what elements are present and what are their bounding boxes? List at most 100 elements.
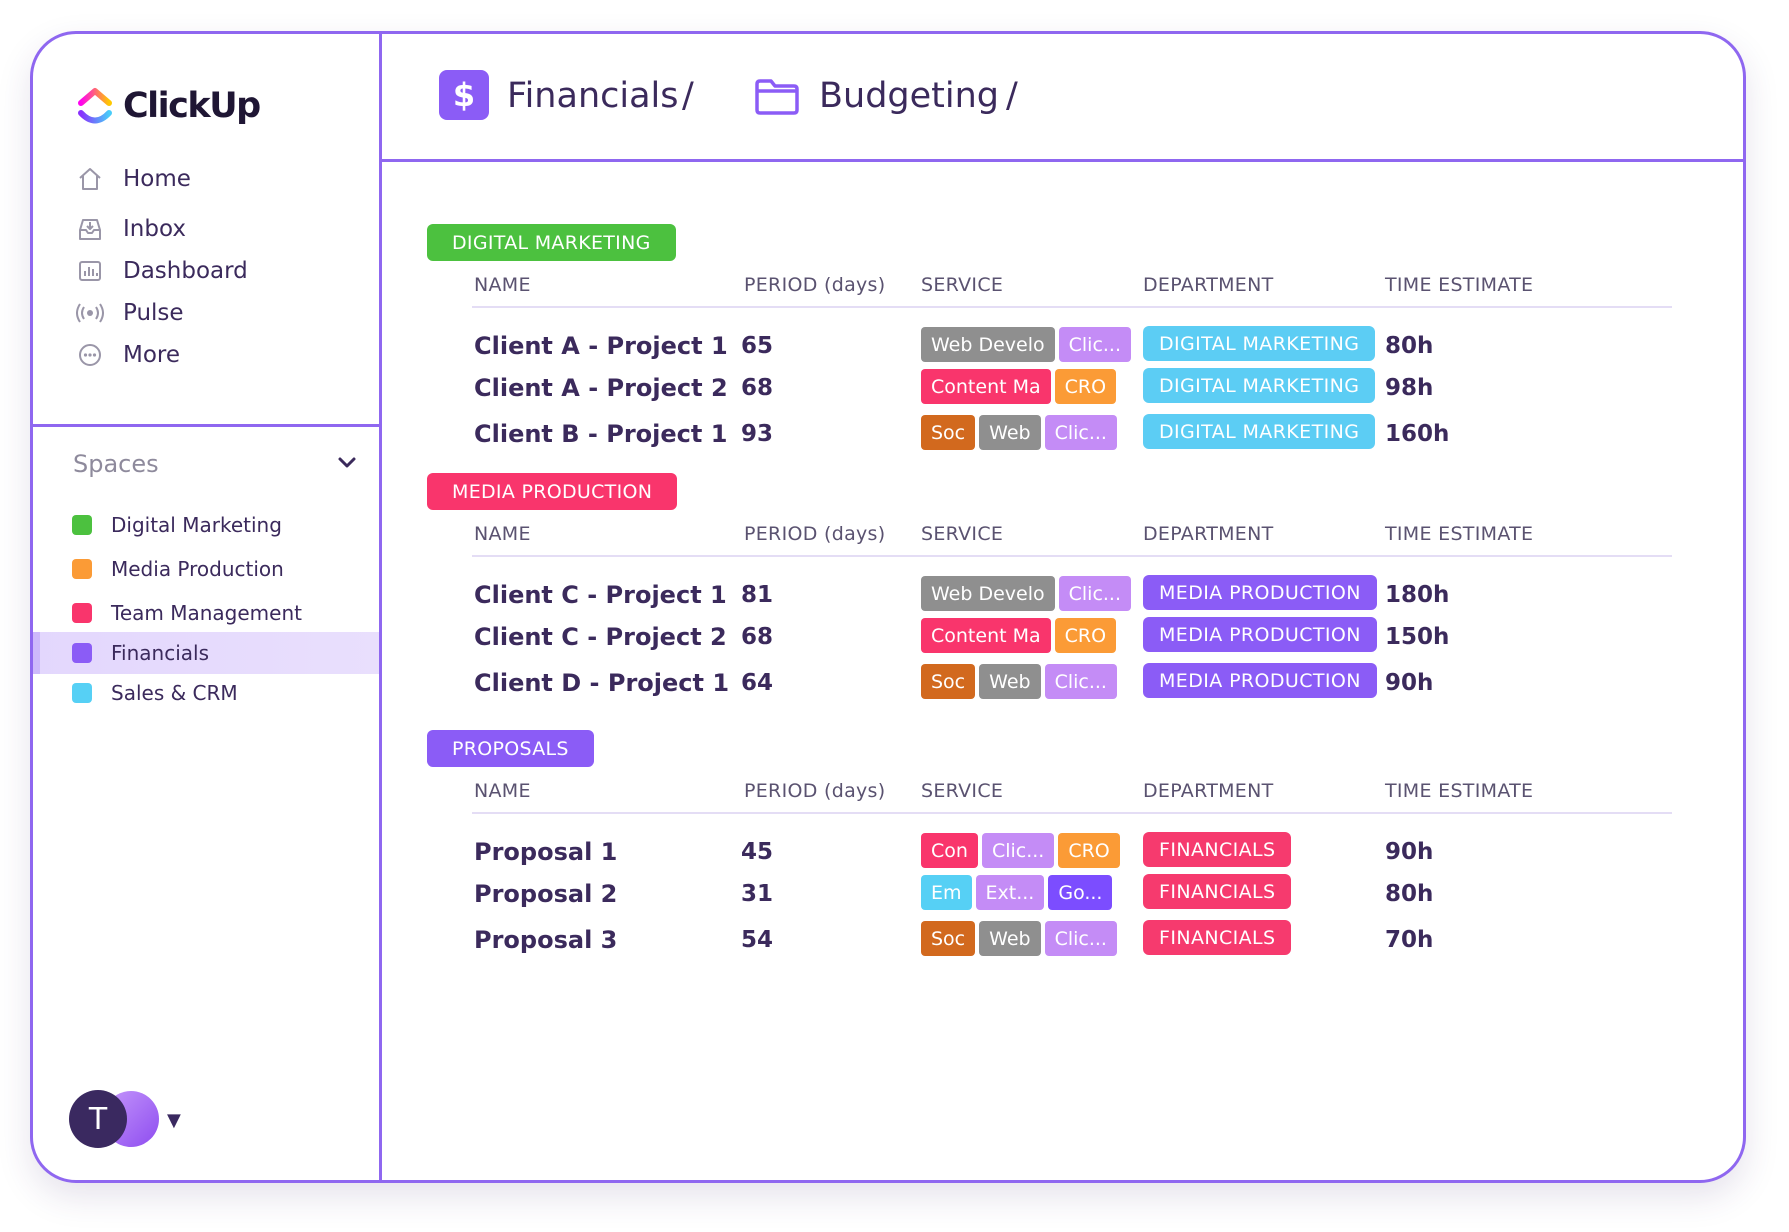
nav-item-inbox[interactable]: Inbox [75, 209, 355, 249]
column-header-department[interactable]: DEPARTMENT [1143, 523, 1274, 545]
period-value: 93 [741, 421, 774, 447]
spaces-header[interactable]: Spaces [73, 444, 357, 484]
nav-label-inbox: Inbox [123, 216, 186, 242]
caret-down-icon[interactable]: ▼ [167, 1110, 181, 1131]
department-badge[interactable]: DIGITAL MARKETING [1143, 326, 1376, 361]
task-name[interactable]: Proposal 3 [474, 926, 618, 954]
service-tags: Web Develo Clic... [921, 576, 1132, 611]
space-color-dot [72, 559, 92, 579]
task-name[interactable]: Client C - Project 1 [474, 581, 727, 609]
nav-item-pulse[interactable]: Pulse [75, 293, 355, 333]
task-name[interactable]: Client A - Project 1 [474, 332, 728, 360]
service-tag[interactable]: Clic... [1058, 327, 1132, 362]
nav-item-dashboard[interactable]: Dashboard [75, 251, 355, 291]
space-item-media-production[interactable]: Media Production [33, 548, 379, 590]
service-tags: Soc Web Clic... [921, 415, 1117, 450]
group-tag[interactable]: DIGITAL MARKETING [427, 224, 676, 261]
column-header-service[interactable]: SERVICE [921, 274, 1004, 296]
column-header-period[interactable]: PERIOD (days) [744, 523, 886, 545]
space-item-digital-marketing[interactable]: Digital Marketing [33, 504, 379, 546]
column-header-period[interactable]: PERIOD (days) [744, 274, 886, 296]
space-label: Sales & CRM [111, 681, 238, 705]
service-tag[interactable]: Web [979, 921, 1041, 956]
task-name[interactable]: Client D - Project 1 [474, 669, 730, 697]
service-tag[interactable]: Soc [921, 921, 976, 956]
service-tag[interactable]: CRO [1058, 833, 1120, 868]
task-name[interactable]: Client B - Project 1 [474, 420, 728, 448]
space-label: Financials [111, 641, 209, 665]
breadcrumb-separator: / [682, 76, 694, 116]
period-value: 65 [741, 333, 774, 359]
service-tag[interactable]: Web Develo [921, 576, 1055, 611]
column-header-name[interactable]: NAME [474, 523, 531, 545]
service-tag[interactable]: Web Develo [921, 327, 1055, 362]
time-estimate: 180h [1385, 582, 1450, 608]
space-label: Team Management [111, 601, 302, 625]
service-tag[interactable]: Ext... [975, 875, 1045, 910]
department-badge[interactable]: DIGITAL MARKETING [1143, 414, 1376, 449]
column-header-time[interactable]: TIME ESTIMATE [1385, 274, 1534, 296]
clickup-logo[interactable]: ClickUp [75, 86, 261, 126]
department-badge[interactable]: MEDIA PRODUCTION [1143, 663, 1377, 698]
department-badge[interactable]: MEDIA PRODUCTION [1143, 575, 1377, 610]
space-item-financials[interactable]: Financials [33, 632, 379, 674]
task-name[interactable]: Client A - Project 2 [474, 374, 728, 402]
chevron-down-icon[interactable] [337, 455, 357, 474]
service-tag[interactable]: Web [979, 664, 1041, 699]
time-estimate: 80h [1385, 333, 1434, 359]
service-tag[interactable]: Go... [1048, 875, 1113, 910]
breadcrumb-separator: / [1006, 76, 1018, 116]
service-tag[interactable]: Em [921, 875, 972, 910]
nav-label-more: More [123, 342, 181, 368]
column-header-service[interactable]: SERVICE [921, 780, 1004, 802]
group-tag[interactable]: PROPOSALS [427, 730, 594, 767]
service-tag[interactable]: Clic... [1044, 415, 1117, 450]
space-color-dot [72, 515, 92, 535]
service-tags: Content Ma CRO [921, 369, 1117, 404]
nav-item-home[interactable]: Home [75, 159, 355, 199]
department-badge[interactable]: FINANCIALS [1143, 920, 1292, 955]
column-header-period[interactable]: PERIOD (days) [744, 780, 886, 802]
header-divider [472, 306, 1672, 308]
department-badge[interactable]: FINANCIALS [1143, 832, 1292, 867]
service-tag[interactable]: Content Ma [921, 369, 1051, 404]
column-header-name[interactable]: NAME [474, 274, 531, 296]
task-name[interactable]: Proposal 1 [474, 838, 618, 866]
task-name[interactable]: Client C - Project 2 [474, 623, 727, 651]
task-name[interactable]: Proposal 2 [474, 880, 618, 908]
column-header-time[interactable]: TIME ESTIMATE [1385, 523, 1534, 545]
space-item-team-management[interactable]: Team Management [33, 592, 379, 634]
service-tag[interactable]: Soc [921, 664, 976, 699]
service-tag[interactable]: Clic... [1058, 576, 1132, 611]
service-tag[interactable]: Clic... [981, 833, 1055, 868]
service-tag[interactable]: CRO [1054, 369, 1117, 404]
column-header-name[interactable]: NAME [474, 780, 531, 802]
user-avatar-menu[interactable]: T ▼ [69, 1090, 209, 1150]
nav-item-more[interactable]: More [75, 335, 355, 375]
list-view: DIGITAL MARKETING NAME PERIOD (days) SERVIC… [382, 162, 1743, 1180]
breadcrumb: $ Financials / Budgeting / [382, 34, 1743, 162]
column-header-department[interactable]: DEPARTMENT [1143, 780, 1274, 802]
service-tag[interactable]: Web [979, 415, 1041, 450]
period-value: 68 [741, 624, 774, 650]
breadcrumb-financials[interactable]: Financials [507, 76, 679, 116]
service-tag[interactable]: Content Ma [921, 618, 1051, 653]
department-badge[interactable]: DIGITAL MARKETING [1143, 368, 1376, 403]
column-header-time[interactable]: TIME ESTIMATE [1385, 780, 1534, 802]
dollar-icon: $ [439, 70, 489, 120]
period-value: 45 [741, 839, 774, 865]
service-tag[interactable]: Con [921, 833, 978, 868]
period-value: 64 [741, 670, 774, 696]
service-tag[interactable]: Soc [921, 415, 976, 450]
service-tag[interactable]: Clic... [1044, 664, 1117, 699]
department-badge[interactable]: MEDIA PRODUCTION [1143, 617, 1377, 652]
breadcrumb-budgeting[interactable]: Budgeting [819, 76, 1000, 116]
service-tag[interactable]: CRO [1054, 618, 1117, 653]
department-badge[interactable]: FINANCIALS [1143, 874, 1292, 909]
service-tag[interactable]: Clic... [1044, 921, 1117, 956]
column-header-service[interactable]: SERVICE [921, 523, 1004, 545]
space-item-sales-crm[interactable]: Sales & CRM [33, 672, 379, 714]
time-estimate: 98h [1385, 375, 1434, 401]
column-header-department[interactable]: DEPARTMENT [1143, 274, 1274, 296]
group-tag[interactable]: MEDIA PRODUCTION [427, 473, 678, 510]
